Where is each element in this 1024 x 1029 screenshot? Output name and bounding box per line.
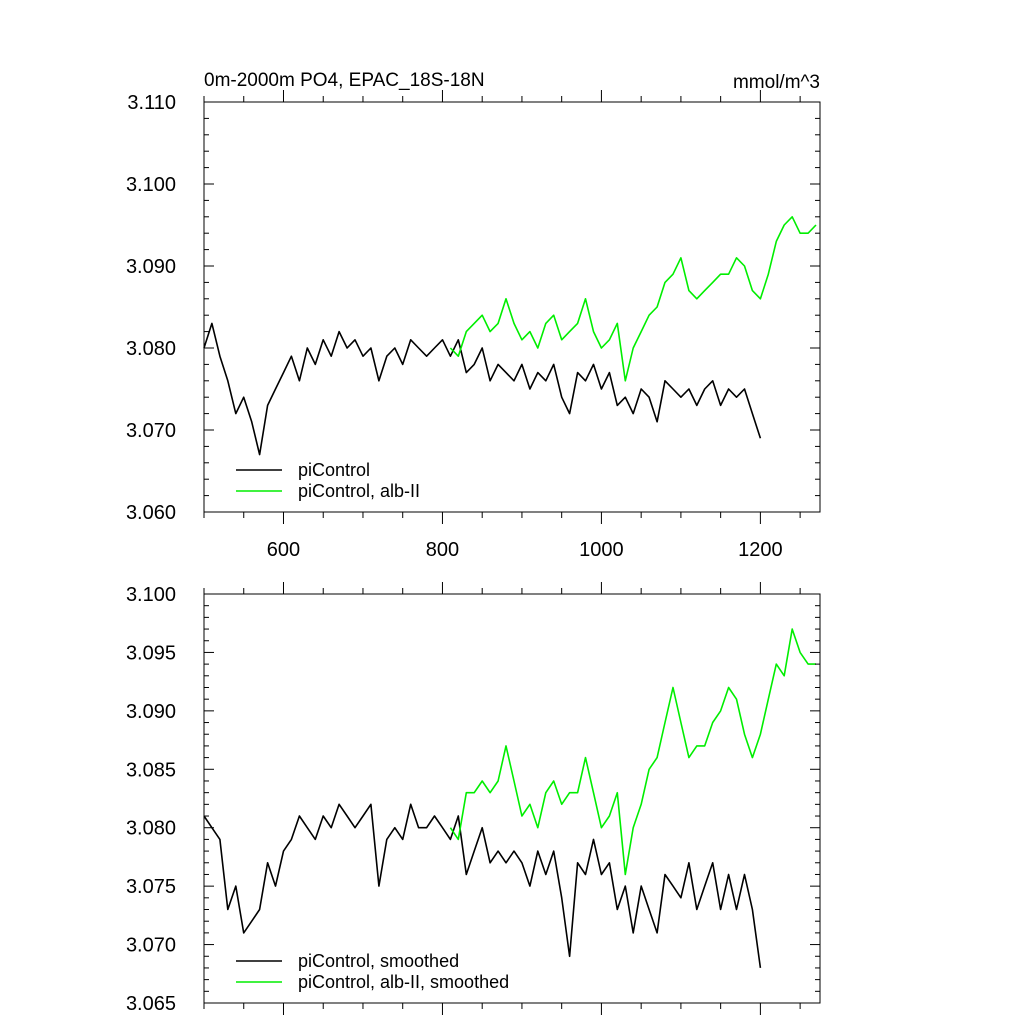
x-tick-label: 1000 [579, 539, 624, 561]
x-tick-label: 1200 [738, 539, 783, 561]
y-tick-label: 3.095 [126, 642, 176, 664]
series-line-1 [203, 322, 762, 456]
y-tick-label: 3.065 [126, 993, 176, 1015]
y-tick-label: 3.070 [126, 935, 176, 957]
y-tick-label: 3.080 [126, 338, 176, 360]
plot-frame [203, 101, 821, 513]
y-tick-label: 3.100 [126, 174, 176, 196]
y-tick-label: 3.085 [126, 759, 176, 781]
y-tick-label: 3.060 [126, 502, 176, 524]
plot-frame [203, 593, 821, 1004]
x-tick-label: 600 [267, 539, 300, 561]
y-tick-label: 3.070 [126, 420, 176, 442]
units-label: mmol/m^3 [733, 72, 820, 93]
y-tick-label: 3.100 [126, 584, 176, 606]
y-tick-label: 3.110 [127, 92, 176, 114]
chart-title: 0m-2000m PO4, EPAC_18S-18N [204, 70, 485, 91]
series-line-1 [203, 803, 762, 969]
legend-label: piControl [298, 460, 370, 480]
y-tick-label: 3.075 [126, 876, 176, 898]
legend-label: piControl, alb-II [298, 481, 420, 501]
chart-panel-2: 3.065 3.070 3.075 3.080 3.085 3.090 3.095 3.100… [126, 582, 821, 1015]
chart-panel-1: 3.060 3.070 3.080 3.090 3.100 3.110 600 800 1000… [126, 70, 821, 561]
series-line-2 [449, 216, 817, 382]
series-line-2 [449, 628, 816, 876]
y-tick-label: 3.090 [126, 256, 176, 278]
x-tick-label: 800 [426, 539, 459, 561]
y-tick-label: 3.090 [126, 701, 176, 723]
y-tick-label: 3.080 [126, 818, 176, 840]
legend-label: piControl, smoothed [298, 951, 459, 971]
legend-label: piControl, alb-II, smoothed [298, 972, 509, 992]
